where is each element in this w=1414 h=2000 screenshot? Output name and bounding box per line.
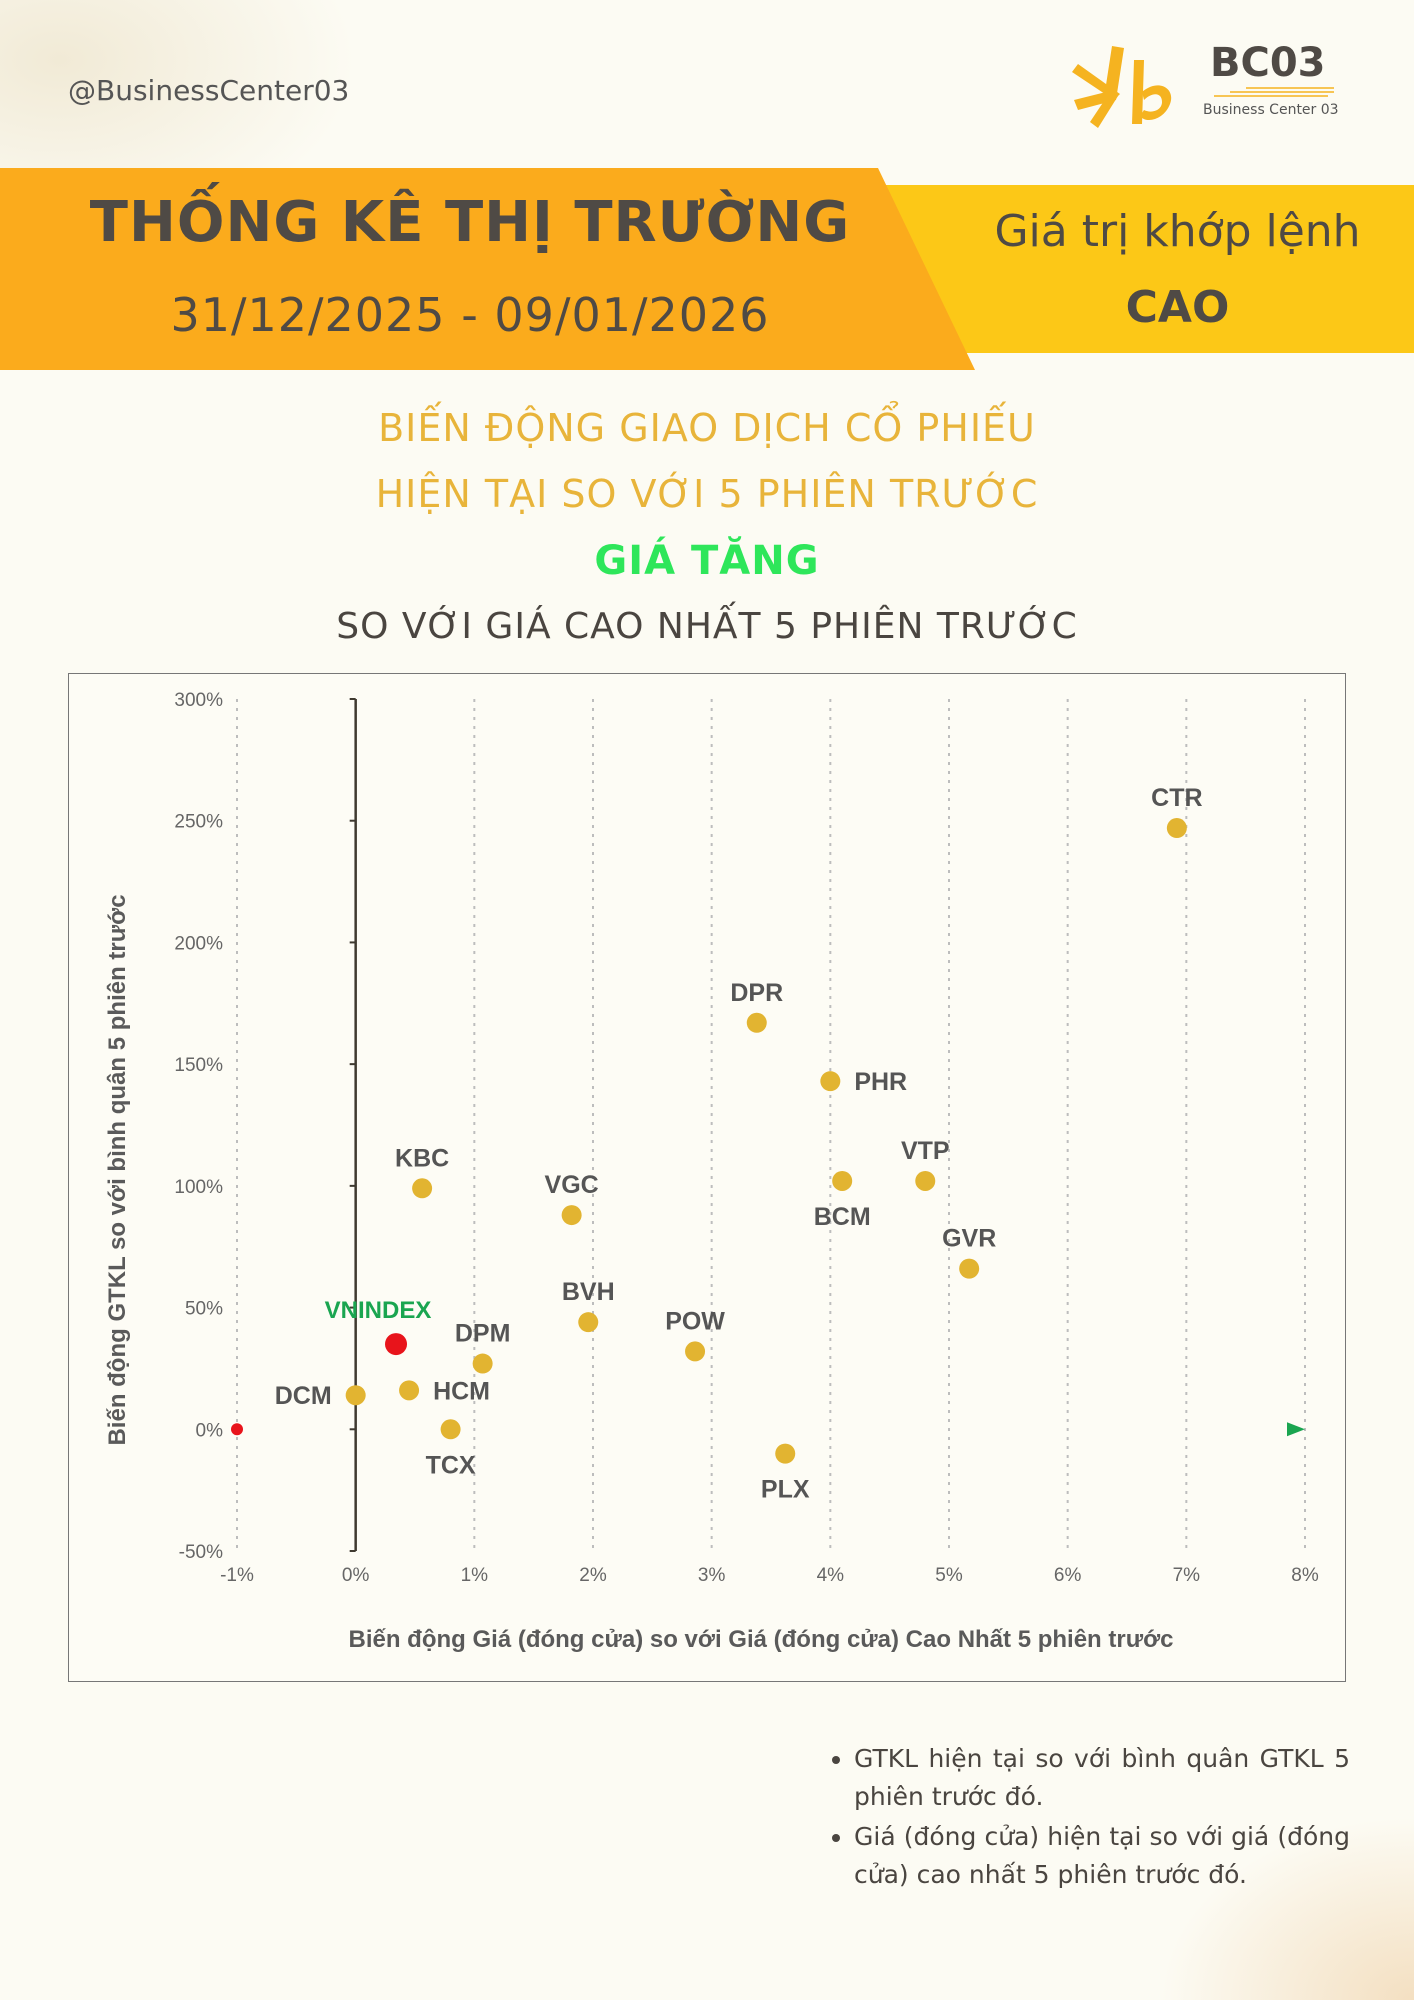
data-point	[1166, 818, 1187, 839]
logo-title: BC03	[1210, 40, 1326, 86]
subtitle-line-1: BIẾN ĐỘNG GIAO DỊCH CỔ PHIẾU	[378, 406, 1036, 450]
y-tick-label: 300%	[174, 690, 223, 711]
x-axis-origin-dot	[231, 1423, 243, 1436]
data-point-label: BVH	[562, 1278, 615, 1306]
note-item: Giá (đóng cửa) hiện tại so với giá (đóng…	[854, 1818, 1350, 1894]
x-tick-label: 5%	[935, 1565, 963, 1586]
data-point	[915, 1170, 936, 1191]
data-point-label: DCM	[275, 1382, 332, 1410]
data-point-label: VTP	[901, 1137, 950, 1165]
logo-subtitle: Business Center 03	[1203, 102, 1339, 118]
data-point-label: PHR	[854, 1068, 907, 1096]
data-point	[959, 1258, 980, 1279]
data-point-label: VGC	[545, 1171, 599, 1199]
data-point	[775, 1443, 796, 1464]
notes: GTKL hiện tại so với bình quân GTKL 5 ph…	[820, 1740, 1350, 1896]
x-tick-label: 4%	[817, 1565, 845, 1586]
data-point-label: BCM	[814, 1203, 871, 1231]
data-point-label: DPR	[730, 979, 783, 1007]
scatter-chart: -50% 0% 50% 100% 150% 200% 250% 300% -1% 0% 1% 2% 3%…	[104, 690, 1319, 1653]
subtitle-price-up: GIÁ TĂNG	[594, 538, 820, 584]
data-point	[472, 1353, 493, 1374]
metric-value: CAO	[1125, 282, 1230, 333]
x-tick-label: -1%	[220, 1565, 254, 1586]
vnindex-label: VNINDEX	[325, 1297, 432, 1324]
data-point-label: HCM	[433, 1377, 490, 1405]
metric-label: Giá trị khớp lệnh	[994, 206, 1361, 257]
note-item: GTKL hiện tại so với bình quân GTKL 5 ph…	[854, 1740, 1350, 1816]
x-tick-label: 8%	[1291, 1565, 1319, 1586]
x-tick-label: 3%	[698, 1565, 726, 1586]
data-point	[820, 1071, 841, 1092]
data-point-label: KBC	[395, 1144, 449, 1172]
data-point	[561, 1205, 582, 1226]
x-tick-label: 0%	[342, 1565, 370, 1586]
data-point	[345, 1385, 366, 1406]
subtitle-line-2: HIỆN TẠI SO VỚI 5 PHIÊN TRƯỚC	[375, 472, 1039, 516]
banner-left-band	[0, 168, 975, 370]
x-tick-label: 7%	[1173, 1565, 1201, 1586]
y-tick-label: 0%	[196, 1420, 224, 1441]
y-tick-label: 250%	[174, 812, 223, 833]
y-tick-label: 200%	[174, 933, 223, 954]
x-tick-label: 6%	[1054, 1565, 1082, 1586]
data-point-label: PLX	[761, 1476, 810, 1504]
subtitle-line-4: SO VỚI GIÁ CAO NHẤT 5 PHIÊN TRƯỚC	[336, 606, 1078, 647]
data-point	[440, 1419, 461, 1440]
x-axis-title: Biến động Giá (đóng cửa) so với Giá (đón…	[349, 1626, 1174, 1653]
logo-decoration-icon	[1214, 87, 1334, 97]
x-tick-label: 2%	[579, 1565, 607, 1586]
vnindex-point	[385, 1333, 408, 1356]
account-handle: @BusinessCenter03	[68, 74, 350, 107]
data-point-label: GVR	[942, 1225, 996, 1253]
page-title: THỐNG KÊ THỊ TRƯỜNG	[89, 190, 851, 255]
y-axis-title: Biến động GTKL so với bình quân 5 phiên …	[104, 894, 131, 1445]
data-point-label: TCX	[426, 1451, 476, 1479]
date-range: 31/12/2025 - 09/01/2026	[170, 288, 770, 342]
scatter-chart-frame: -50% 0% 50% 100% 150% 200% 250% 300% -1% 0% 1% 2% 3%…	[68, 673, 1346, 1682]
data-point	[578, 1312, 599, 1333]
y-tick-label: 50%	[185, 1299, 223, 1320]
data-point	[399, 1380, 420, 1401]
data-point	[412, 1178, 433, 1199]
data-point	[685, 1341, 706, 1362]
data-point-label: DPM	[455, 1320, 511, 1348]
x-tick-label: 1%	[461, 1565, 489, 1586]
data-point	[832, 1170, 853, 1191]
data-point-label: POW	[665, 1307, 725, 1335]
data-point	[746, 1012, 767, 1033]
kb-logo-icon	[1072, 46, 1172, 128]
y-tick-label: -50%	[179, 1542, 223, 1563]
y-tick-label: 150%	[174, 1055, 223, 1076]
y-tick-label: 100%	[174, 1177, 223, 1198]
x-axis-arrowhead	[1287, 1422, 1305, 1437]
data-point-label: CTR	[1151, 784, 1202, 812]
